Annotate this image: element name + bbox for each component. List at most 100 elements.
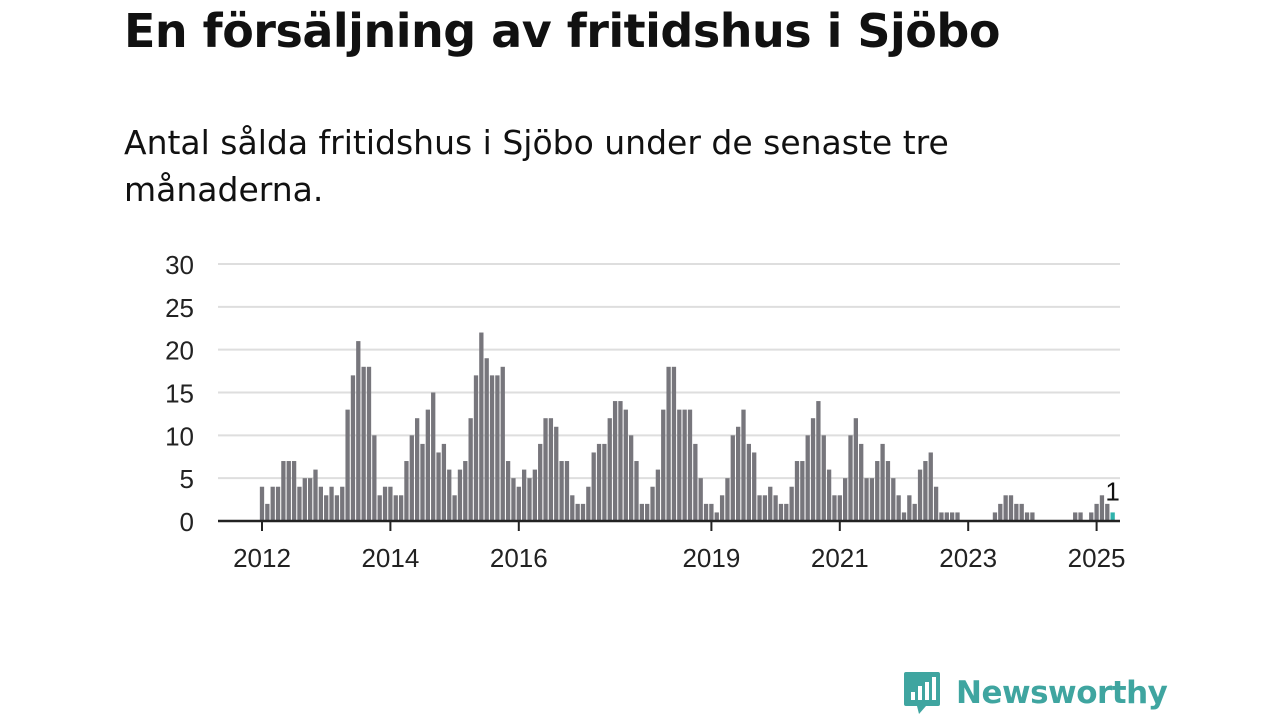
bar — [372, 435, 377, 521]
bar — [377, 495, 382, 521]
bar — [479, 332, 484, 521]
bar — [505, 461, 511, 521]
bar — [398, 495, 404, 521]
highlight-value-label: 1 — [1105, 476, 1119, 506]
bar — [463, 461, 468, 521]
bar — [586, 486, 591, 521]
bar — [297, 486, 302, 521]
bar — [356, 341, 361, 521]
y-axis-ticks: 0 5 10 15 20 25 30 — [165, 250, 194, 537]
bar — [992, 512, 998, 521]
bar — [591, 452, 596, 521]
bar — [634, 461, 639, 521]
bar — [575, 503, 580, 521]
bar — [425, 409, 430, 521]
bar — [538, 443, 543, 521]
bar — [928, 452, 933, 521]
bar — [687, 409, 693, 521]
bar — [431, 392, 436, 521]
bar — [875, 461, 880, 521]
bar — [415, 418, 420, 521]
bar — [730, 435, 735, 521]
brand-logo: Newsworthy — [902, 670, 1168, 716]
bar — [810, 418, 816, 521]
bar — [548, 418, 554, 521]
bar — [275, 486, 281, 521]
bar — [441, 443, 447, 521]
bar — [1105, 503, 1110, 521]
bar — [800, 461, 805, 521]
bar — [923, 461, 928, 521]
bar — [939, 512, 944, 521]
bar — [629, 435, 634, 521]
x-tick-label: 2021 — [811, 543, 869, 573]
bar — [334, 495, 340, 521]
bar — [1024, 512, 1030, 521]
bar — [794, 461, 800, 521]
x-tick-label: 2025 — [1068, 543, 1126, 573]
bar — [532, 469, 537, 521]
x-tick-label: 2014 — [361, 543, 419, 573]
bar — [837, 495, 842, 521]
y-tick-label: 20 — [165, 336, 194, 366]
bar — [848, 435, 853, 521]
chart-subtitle: Antal sålda fritidshus i Sjöbo under de … — [124, 123, 949, 209]
bar — [382, 486, 388, 521]
chart-title: En försäljning av fritidshus i Sjöbo — [124, 4, 1000, 58]
bar — [452, 495, 457, 521]
bar — [1003, 495, 1008, 521]
x-tick-label: 2012 — [233, 543, 291, 573]
bar — [661, 409, 666, 521]
bar — [270, 486, 275, 521]
bar — [484, 358, 489, 521]
bar — [714, 512, 719, 521]
bar — [784, 503, 789, 521]
bar — [559, 461, 564, 521]
bar — [495, 375, 500, 521]
bar — [543, 418, 548, 521]
brand-name: Newsworthy — [956, 675, 1168, 711]
bar — [725, 478, 730, 521]
bar — [468, 418, 473, 521]
bar — [313, 469, 318, 521]
bar — [746, 443, 751, 521]
newsworthy-logo-icon — [904, 672, 940, 714]
bar — [885, 461, 891, 521]
bar — [447, 469, 452, 521]
bar — [602, 443, 607, 521]
bar — [281, 461, 286, 521]
bar — [345, 409, 350, 521]
bar — [826, 469, 832, 521]
bar — [259, 486, 265, 521]
bar — [698, 478, 703, 521]
bar — [570, 495, 575, 521]
bar — [843, 478, 848, 521]
bar — [1019, 503, 1024, 521]
bar — [917, 469, 923, 521]
bar-series — [259, 332, 1115, 521]
bar — [473, 375, 479, 521]
bar — [340, 486, 345, 521]
bar — [944, 512, 949, 521]
bar — [805, 435, 810, 521]
bar — [666, 366, 671, 521]
bar — [291, 461, 297, 521]
bar — [880, 443, 885, 521]
bar — [998, 503, 1003, 521]
x-axis: 2012 2014 2016 2019 2021 2023 2025 — [218, 519, 1126, 573]
bar — [891, 478, 896, 521]
bar — [554, 426, 559, 521]
bar — [404, 461, 409, 521]
bar — [511, 478, 516, 521]
bar — [1014, 503, 1019, 521]
bar — [869, 478, 875, 521]
bar — [607, 418, 612, 521]
bar — [350, 375, 356, 521]
x-tick-label: 2016 — [490, 543, 548, 573]
bar — [816, 401, 821, 521]
y-tick-label: 10 — [165, 421, 194, 451]
bar — [778, 503, 784, 521]
y-tick-label: 25 — [165, 293, 194, 323]
bar — [912, 503, 917, 521]
